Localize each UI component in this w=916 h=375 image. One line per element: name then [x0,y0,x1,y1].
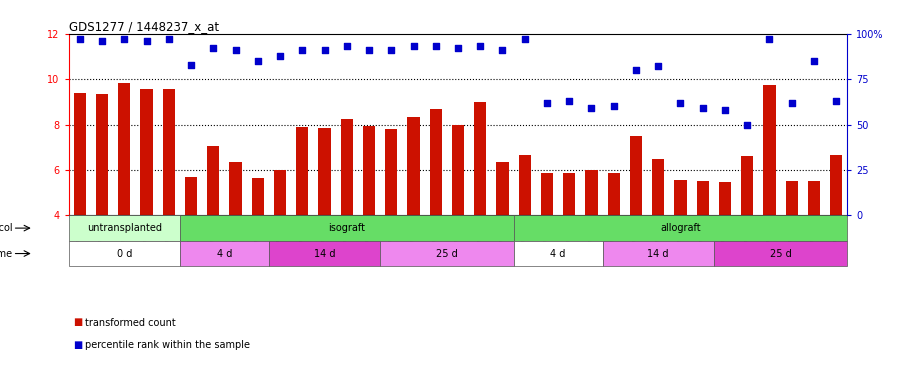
Point [518,36,532,42]
Text: 14 d: 14 d [648,249,669,258]
Bar [96,94,108,215]
Point [829,98,844,104]
Point [384,47,398,53]
Point [807,58,822,64]
Point [429,44,443,50]
Point [695,105,710,111]
Text: 4 d: 4 d [217,249,232,258]
Point [651,63,666,69]
Bar [118,82,130,215]
Point [184,62,199,68]
Bar [563,173,575,215]
Point [94,38,109,44]
Point [317,47,332,53]
Bar [140,89,153,215]
Text: 0 d: 0 d [116,249,132,258]
Point [784,100,799,106]
Bar [207,146,220,215]
Bar [741,156,753,215]
Bar [408,117,420,215]
Bar [296,127,309,215]
Point [762,36,777,42]
Bar [830,155,843,215]
Bar [603,241,714,266]
Bar [380,241,514,266]
Bar [180,215,514,241]
Bar [808,182,820,215]
Point [228,47,243,53]
Point [295,47,310,53]
Bar [385,129,398,215]
Text: percentile rank within the sample: percentile rank within the sample [85,340,250,350]
Bar [73,93,86,215]
Text: transformed count: transformed count [85,318,176,327]
Point [740,122,755,128]
Point [139,38,154,44]
Text: GDS1277 / 1448237_x_at: GDS1277 / 1448237_x_at [69,20,219,33]
Text: 4 d: 4 d [551,249,566,258]
Bar [518,155,531,215]
Bar [69,215,180,241]
Text: ■: ■ [73,340,82,350]
Text: 25 d: 25 d [769,249,791,258]
Bar [474,102,486,215]
Bar [180,241,269,266]
Point [606,104,621,110]
Point [628,67,643,73]
Bar [714,241,847,266]
Bar [430,109,442,215]
Bar [274,170,286,215]
Text: time: time [0,249,13,258]
Text: allograft: allograft [660,223,701,233]
Bar [69,241,180,266]
Text: 14 d: 14 d [314,249,335,258]
Bar [786,182,798,215]
Bar [363,126,376,215]
Text: untransplanted: untransplanted [87,223,162,233]
Bar [341,119,353,215]
Point [273,53,288,58]
Point [72,36,87,42]
Point [562,98,576,104]
Point [206,45,221,51]
Text: 25 d: 25 d [436,249,458,258]
Bar [229,162,242,215]
Point [584,105,599,111]
Bar [163,89,175,215]
Bar [185,177,197,215]
Bar [514,241,603,266]
Point [406,44,420,50]
Text: isograft: isograft [328,223,365,233]
Point [473,44,487,50]
Point [117,36,132,42]
Point [496,47,510,53]
Point [161,36,176,42]
Bar [496,162,508,215]
Bar [607,173,620,215]
Point [717,107,732,113]
Bar [763,85,776,215]
Bar [696,182,709,215]
Text: protocol: protocol [0,223,13,233]
Bar [514,215,847,241]
Bar [269,241,380,266]
Point [362,47,376,53]
Bar [319,128,331,215]
Bar [630,136,642,215]
Point [673,100,688,106]
Bar [719,183,731,215]
Point [340,44,354,50]
Text: ■: ■ [73,318,82,327]
Bar [252,178,264,215]
Point [540,100,554,106]
Bar [452,124,464,215]
Bar [674,180,687,215]
Point [451,45,465,51]
Point [250,58,265,64]
Bar [540,173,553,215]
Bar [585,170,597,215]
Bar [652,159,664,215]
